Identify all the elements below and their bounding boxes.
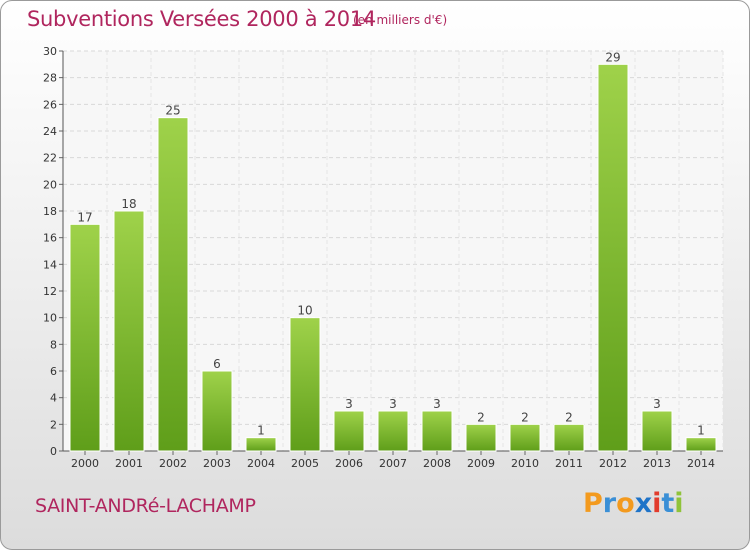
chart-unit: (en milliers d'€): [353, 13, 448, 27]
logo-letter: x: [634, 488, 653, 519]
value-label: 2: [565, 410, 573, 424]
bar: [641, 410, 673, 452]
chart-title: Subventions Versées 2000 à 2014: [27, 7, 376, 31]
y-tick-label: 20: [43, 178, 57, 191]
x-tick-label: 2014: [687, 457, 715, 470]
value-label: 1: [697, 424, 705, 438]
value-label: 2: [521, 410, 529, 424]
bar: [333, 410, 365, 452]
y-tick-label: 10: [43, 312, 57, 325]
value-label: 25: [165, 104, 180, 118]
bar: [597, 63, 629, 452]
y-tick-label: 8: [50, 338, 57, 351]
x-tick-label: 2013: [643, 457, 671, 470]
bar: [69, 223, 101, 452]
logo-letter: o: [616, 488, 635, 519]
y-tick-label: 4: [50, 392, 57, 405]
x-tick-label: 2011: [555, 457, 583, 470]
y-tick-label: 2: [50, 418, 57, 431]
value-label: 3: [433, 397, 441, 411]
x-tick-label: 2006: [335, 457, 363, 470]
bar: [465, 423, 497, 452]
x-tick-label: 2002: [159, 457, 187, 470]
bar: [113, 210, 145, 452]
x-tick-label: 2007: [379, 457, 407, 470]
bar: [289, 317, 321, 452]
y-tick-label: 12: [43, 285, 57, 298]
y-tick-label: 26: [43, 98, 57, 111]
x-tick-label: 2010: [511, 457, 539, 470]
x-tick-label: 2001: [115, 457, 143, 470]
value-label: 3: [389, 397, 397, 411]
bar: [685, 437, 717, 452]
logo-letter: i: [652, 488, 662, 519]
bar: [245, 437, 277, 452]
y-tick-label: 24: [43, 125, 57, 138]
y-tick-label: 14: [43, 258, 57, 271]
logo-letter: i: [674, 488, 684, 519]
x-tick-label: 2009: [467, 457, 495, 470]
value-label: 10: [297, 304, 312, 318]
y-tick-label: 0: [50, 445, 57, 458]
logo-letter: t: [661, 488, 675, 519]
value-label: 18: [121, 197, 136, 211]
proxiti-logo: Proxiti: [583, 488, 684, 519]
value-label: 29: [605, 50, 620, 64]
bar: [157, 117, 189, 452]
commune-name: SAINT-ANDRé-LACHAMP: [35, 495, 256, 517]
logo-letter: r: [602, 488, 617, 519]
bar: [377, 410, 409, 452]
y-tick-label: 28: [43, 72, 57, 85]
y-tick-label: 18: [43, 205, 57, 218]
bar: [421, 410, 453, 452]
bar: [201, 370, 233, 452]
bar: [509, 423, 541, 452]
logo-letter: P: [583, 488, 603, 519]
x-tick-label: 2003: [203, 457, 231, 470]
value-label: 3: [653, 397, 661, 411]
x-tick-label: 2008: [423, 457, 451, 470]
value-label: 6: [213, 357, 221, 371]
y-tick-label: 22: [43, 152, 57, 165]
x-tick-label: 2004: [247, 457, 275, 470]
x-tick-label: 2000: [71, 457, 99, 470]
value-label: 3: [345, 397, 353, 411]
bar: [553, 423, 585, 452]
value-label: 17: [77, 210, 92, 224]
value-label: 2: [477, 410, 485, 424]
y-tick-label: 30: [43, 45, 57, 58]
x-tick-label: 2012: [599, 457, 627, 470]
y-tick-label: 16: [43, 232, 57, 245]
y-tick-label: 6: [50, 365, 57, 378]
x-tick-label: 2005: [291, 457, 319, 470]
value-label: 1: [257, 424, 265, 438]
